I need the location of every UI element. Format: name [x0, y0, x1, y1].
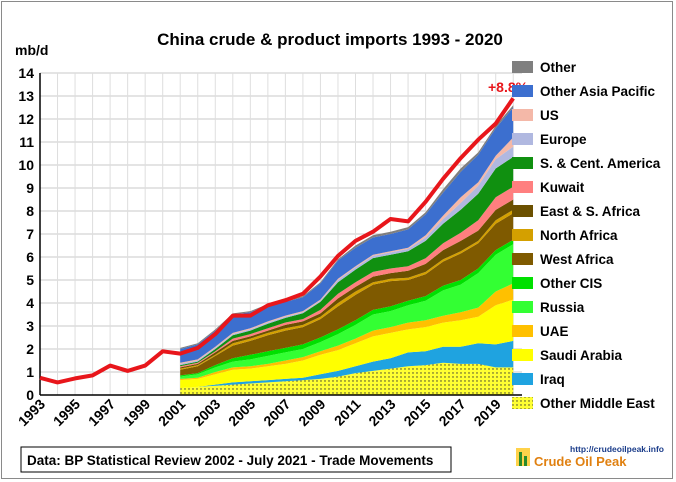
legend-swatch [512, 349, 533, 361]
logo-sun [516, 448, 530, 466]
x-tick-label: 2015 [400, 396, 433, 429]
chart-title: China crude & product imports 1993 - 202… [157, 30, 503, 49]
x-tick-label: 2019 [470, 396, 503, 429]
y-tick-label: 5 [26, 272, 34, 288]
area-other-middle-east [180, 362, 514, 395]
y-tick-label: 3 [26, 318, 34, 334]
area-west-africa [180, 213, 514, 376]
area-iraq [180, 340, 514, 389]
area-russia [180, 244, 514, 379]
legend-label: UAE [540, 324, 569, 339]
legend-label: Iraq [540, 372, 565, 387]
x-tick-label: 2001 [155, 396, 188, 429]
x-tick-label: 2017 [435, 396, 468, 429]
legend: Other Other Asia Pacific US Europe S. & Cent… [512, 60, 661, 411]
x-tick-label: 1995 [50, 396, 83, 429]
y-tick-label: 4 [26, 295, 34, 311]
legend-label: Kuwait [540, 180, 585, 195]
legend-swatch [512, 253, 533, 265]
y-axis-label: mb/d [15, 42, 48, 58]
legend-label: East & S. Africa [540, 204, 641, 219]
y-tick-label: 1 [26, 364, 34, 380]
x-tick-label: 1993 [15, 396, 48, 429]
legend-label: Europe [540, 132, 587, 147]
legend-label: West Africa [540, 252, 614, 267]
legend-swatch [512, 133, 533, 145]
legend-swatch [512, 205, 533, 217]
legend-label: Saudi Arabia [540, 348, 623, 363]
total-line [39, 97, 515, 385]
total-series-line [39, 97, 515, 385]
legend-label: S. & Cent. America [540, 156, 661, 171]
x-tick-label: 2007 [260, 396, 293, 429]
legend-swatch [512, 157, 533, 169]
x-tick-label: 2011 [331, 396, 364, 429]
logo-bar-2 [524, 456, 527, 466]
source-note-box [20, 446, 452, 473]
y-tick-label: 14 [18, 65, 34, 81]
y-tick-label: 10 [18, 157, 34, 173]
area-saudi-arabia [180, 299, 514, 389]
legend-swatch [512, 397, 533, 409]
legend-label: Russia [540, 300, 585, 315]
x-tick-label: 2009 [295, 396, 328, 429]
y-tick-label: 0 [26, 387, 34, 403]
y-tick-label: 12 [18, 111, 34, 127]
y-tick-label: 13 [18, 88, 34, 104]
y-tick-label: 11 [19, 134, 34, 150]
legend-swatch [512, 325, 533, 337]
x-tick-label: 1999 [120, 396, 153, 429]
logo-bar-1 [519, 452, 522, 466]
legend-swatch [512, 373, 533, 385]
legend-swatch [512, 61, 533, 73]
legend-swatch [512, 181, 533, 193]
x-tick-label: 2013 [365, 396, 398, 429]
legend-label: Other Middle East [540, 396, 655, 411]
legend-label: Other [540, 60, 577, 75]
legend-label: Other Asia Pacific [540, 84, 656, 99]
crude-oil-peak-logo: http://crudeoilpeak.info Crude Oil Peak [516, 444, 664, 469]
legend-swatch [512, 109, 533, 121]
y-tick-label: 6 [26, 249, 34, 265]
legend-label: Other CIS [540, 276, 602, 291]
legend-swatch [512, 277, 533, 289]
source-note: Data: BP Statistical Review 2002 - July … [27, 453, 433, 468]
x-tick-label: 2005 [225, 396, 258, 429]
y-tick-label: 2 [26, 341, 34, 357]
y-tick-label: 8 [26, 203, 34, 219]
legend-label: US [540, 108, 559, 123]
legend-swatch [512, 85, 533, 97]
legend-swatch [512, 301, 533, 313]
logo-brand: Crude Oil Peak [534, 454, 627, 469]
legend-label: North Africa [540, 228, 618, 243]
y-tick-label: 9 [26, 180, 34, 196]
legend-swatch [512, 229, 533, 241]
logo-url: http://crudeoilpeak.info [570, 444, 664, 454]
x-tick-label: 1997 [85, 396, 118, 429]
y-tick-label: 7 [26, 226, 34, 242]
x-tick-label: 2003 [190, 396, 223, 429]
